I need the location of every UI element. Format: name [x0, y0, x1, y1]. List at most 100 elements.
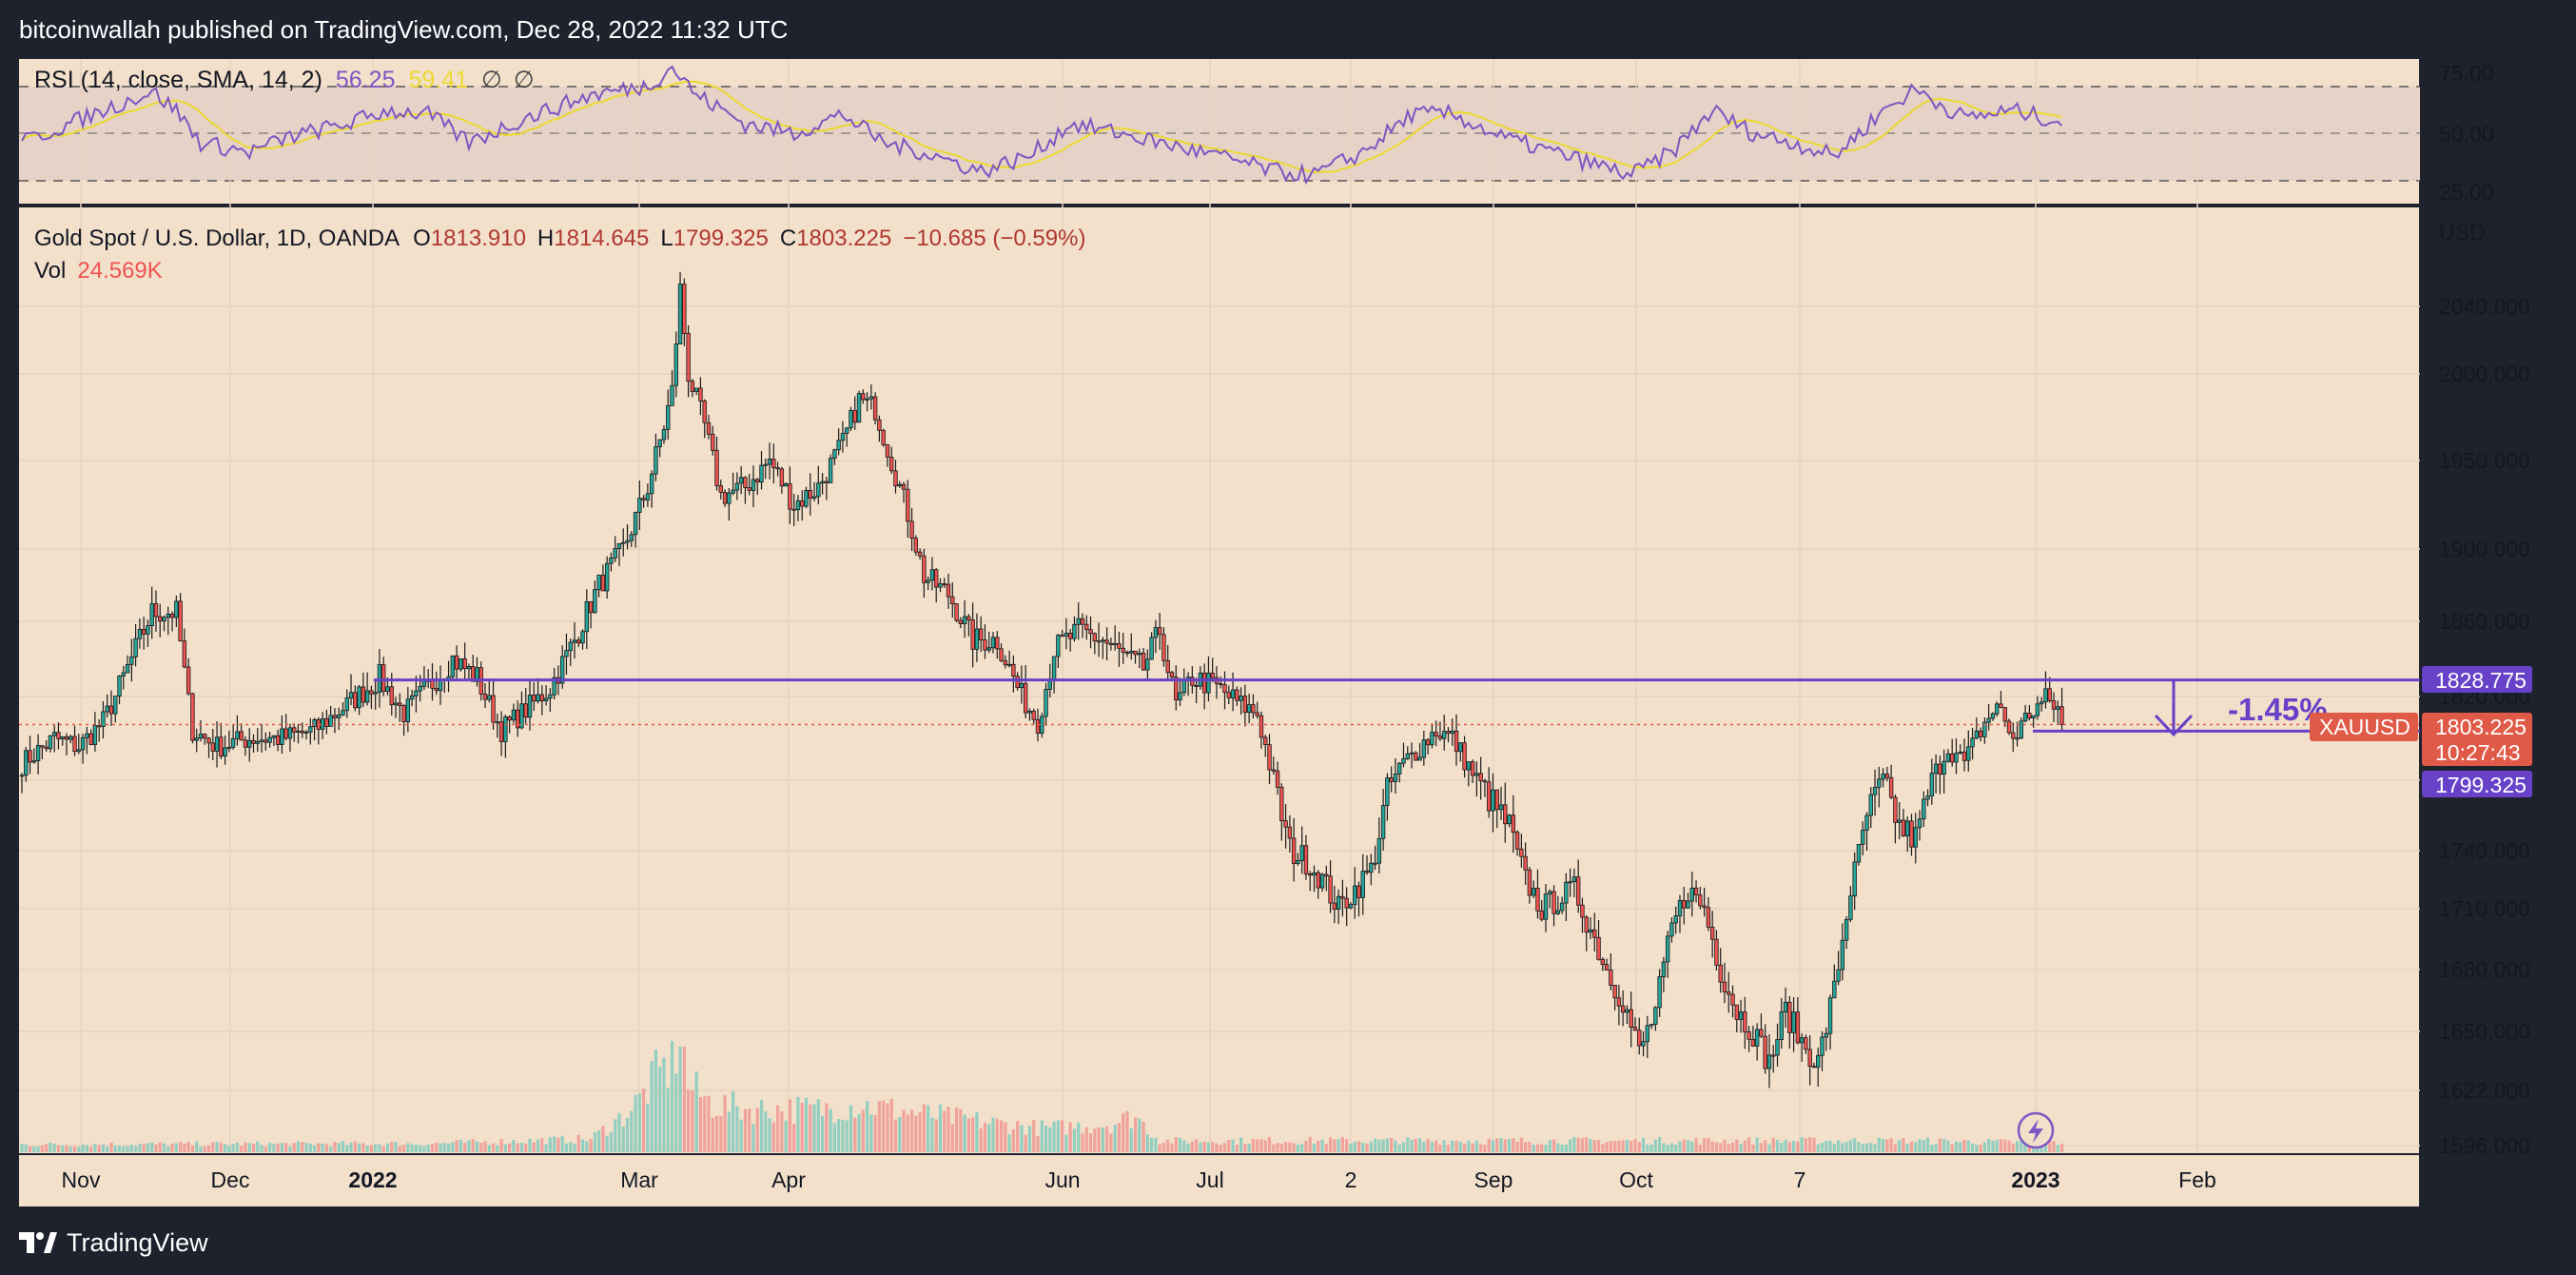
- volume-bar: [455, 1140, 459, 1152]
- volume-bar: [780, 1111, 784, 1152]
- volume-bar: [585, 1141, 589, 1152]
- volume-bar: [1646, 1145, 1649, 1152]
- volume-bar: [1841, 1143, 1844, 1152]
- volume-bar: [528, 1138, 532, 1152]
- volume-bar: [1222, 1143, 1227, 1152]
- candle-body: [206, 737, 211, 744]
- rsi-tick: 50.00: [2439, 122, 2494, 147]
- candle-body: [19, 775, 25, 777]
- candle-body: [990, 637, 996, 649]
- volume-bar: [788, 1099, 792, 1152]
- volume-bar: [654, 1049, 658, 1152]
- candle-body: [771, 459, 776, 468]
- candle-body: [1893, 796, 1898, 823]
- candle-body: [913, 538, 919, 553]
- volume-bar: [1982, 1142, 1986, 1152]
- volume-bar: [902, 1109, 906, 1152]
- candle-body: [1897, 819, 1902, 823]
- candle-body: [852, 409, 857, 423]
- rsi-legend: RSI (14, close, SMA, 14, 2) 56.25 59.41 ∅ ∅: [34, 67, 535, 93]
- candle-body: [1609, 970, 1613, 986]
- volume-bar: [1373, 1138, 1377, 1152]
- volume-bar: [345, 1145, 349, 1152]
- volume-bar: [812, 1104, 816, 1152]
- candle-body: [1421, 739, 1427, 758]
- volume-bar: [1946, 1140, 1950, 1152]
- volume-bar: [1365, 1143, 1369, 1152]
- volume-bar: [1161, 1142, 1166, 1152]
- volume-bar: [882, 1100, 886, 1152]
- candle-body: [1084, 623, 1089, 631]
- volume-bar: [503, 1144, 507, 1152]
- volume-bar: [1044, 1126, 1048, 1152]
- volume-bar: [1048, 1127, 1052, 1152]
- volume-bar: [1690, 1141, 1694, 1152]
- volume-bar: [2052, 1141, 2056, 1152]
- volume-bar: [109, 1142, 113, 1152]
- candle-body: [1709, 926, 1715, 940]
- candle-body: [1844, 918, 1849, 941]
- price-tick: 2000.000: [2439, 362, 2530, 386]
- volume-bar: [771, 1122, 775, 1152]
- price-tag-level-low: 1799.325: [2422, 771, 2532, 797]
- candle-body: [1824, 1032, 1828, 1038]
- price-tick: 1650.000: [2439, 1019, 2530, 1044]
- candle-body: [56, 732, 61, 739]
- volume-bar: [1930, 1145, 1934, 1152]
- volume-bar: [1077, 1122, 1081, 1152]
- candle-body: [283, 728, 288, 739]
- volume-bar: [224, 1144, 227, 1152]
- lightning-icon[interactable]: [2017, 1111, 2055, 1149]
- candle-body: [609, 557, 614, 564]
- volume-bar: [711, 1117, 714, 1152]
- candle-body: [1178, 692, 1182, 701]
- volume-bar: [280, 1143, 284, 1152]
- candle-body: [845, 427, 849, 434]
- candle-body: [1222, 684, 1227, 694]
- candle-body: [1255, 712, 1259, 716]
- candle-body: [527, 695, 533, 718]
- candle-body: [1535, 888, 1540, 912]
- candle-body: [1340, 895, 1345, 899]
- volume-bar: [52, 1144, 56, 1152]
- volume-bar: [1170, 1143, 1174, 1152]
- volume-bar: [1495, 1138, 1499, 1152]
- candle-body: [1970, 737, 1975, 748]
- candle-body: [515, 709, 520, 729]
- candle-body: [734, 482, 740, 491]
- volume-bar: [65, 1145, 68, 1152]
- candle-body: [1861, 830, 1865, 845]
- candle-body: [1336, 895, 1341, 911]
- candle-body: [783, 483, 789, 487]
- volume-bar: [954, 1107, 959, 1152]
- candle-body: [214, 736, 220, 752]
- candle-body: [1181, 679, 1186, 694]
- volume-bar: [195, 1141, 199, 1152]
- volume-bar: [251, 1143, 256, 1152]
- volume-bar: [1630, 1140, 1633, 1152]
- candle-body: [491, 695, 496, 723]
- volume-bar: [203, 1146, 206, 1152]
- candle-body: [1478, 773, 1483, 782]
- volume-bar: [2011, 1143, 2015, 1152]
- candle-body: [1101, 639, 1105, 642]
- volume-bar: [1925, 1137, 1930, 1152]
- volume-bar: [809, 1104, 812, 1152]
- candle-body: [430, 679, 435, 689]
- candle-body: [718, 485, 723, 493]
- countdown-label: 10:27:43: [2435, 740, 2521, 765]
- candle-body: [475, 667, 479, 682]
- candle-body: [398, 702, 402, 706]
- volume-bar: [263, 1147, 267, 1152]
- volume-bar: [1613, 1140, 1617, 1152]
- candle-body: [1958, 751, 1962, 755]
- candle-body: [1689, 887, 1694, 902]
- candlestick-series[interactable]: [19, 271, 2064, 1089]
- candle-body: [1519, 848, 1524, 857]
- candle-body: [1804, 1037, 1808, 1050]
- candle-body: [1905, 820, 1910, 836]
- candle-body: [470, 666, 476, 682]
- volume-bar: [1081, 1133, 1084, 1152]
- candle-body: [865, 398, 869, 401]
